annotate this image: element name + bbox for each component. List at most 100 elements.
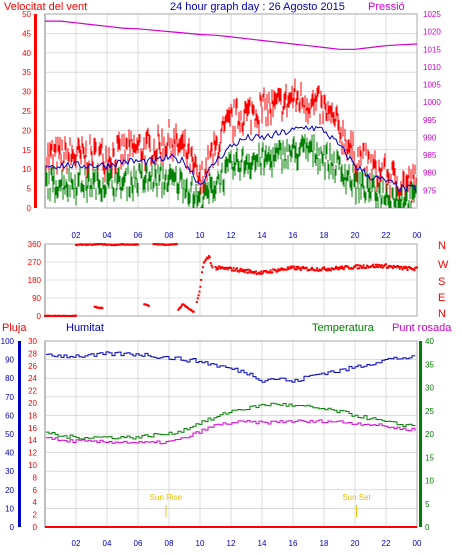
humidity-line — [46, 351, 416, 383]
direction-mark — [180, 304, 183, 307]
pressure-y-tick-label: 1000 — [423, 98, 441, 107]
direction-mark — [246, 271, 249, 274]
wind-x-tick-label: 00 — [413, 231, 422, 240]
humidity-temperature-panel: 0102030405060708090100024681012141618202… — [1, 337, 435, 548]
wind-y-tick-label: 15 — [22, 146, 31, 155]
direction-mark — [203, 260, 206, 263]
wind-x-tick-label: 02 — [72, 231, 81, 240]
direction-mark — [299, 269, 302, 272]
direction-mark — [101, 307, 104, 310]
direction-mark — [334, 267, 337, 270]
temperature-axis-bar — [419, 341, 422, 527]
direction-mark — [362, 264, 365, 267]
direction-mark — [208, 256, 211, 259]
direction-mark — [294, 268, 297, 271]
direction-mark — [201, 271, 204, 274]
direction-mark — [397, 265, 400, 268]
direction-mark — [199, 285, 202, 288]
direction-mark — [328, 267, 331, 270]
direction-mark — [205, 257, 208, 260]
humidity-y-tick-label: 30 — [5, 467, 14, 476]
temperature-line — [46, 402, 416, 440]
temperature-y-tick-label: 10 — [425, 477, 434, 486]
humidity-y-tick-label: 90 — [5, 356, 14, 365]
wind-x-tick-label: 16 — [289, 231, 298, 240]
pressure-y-tick-label: 1005 — [423, 81, 441, 90]
direction-mark — [210, 264, 213, 267]
rain-y-tick-label: 28 — [28, 349, 37, 358]
direction-mark — [179, 306, 182, 309]
direction-mark — [381, 266, 384, 269]
direction-mark — [373, 266, 376, 269]
rain-y-tick-label: 30 — [28, 337, 37, 346]
wind-y-tick-label: 35 — [22, 68, 31, 77]
wind-x-tick-label: 12 — [227, 231, 236, 240]
direction-mark — [280, 267, 283, 270]
direction-mark — [230, 267, 232, 270]
direction-mark — [286, 266, 289, 269]
wind-y-tick-label: 20 — [22, 126, 31, 135]
direction-mark — [376, 263, 379, 266]
direction-mark — [241, 268, 244, 271]
direction-mark — [375, 265, 378, 268]
direction-y-tick-label: 270 — [28, 258, 42, 267]
climate-x-tick-label: 02 — [72, 539, 81, 548]
direction-mark — [386, 266, 389, 269]
direction-mark — [305, 266, 308, 269]
direction-mark — [243, 271, 246, 274]
direction-mark — [358, 267, 361, 270]
direction-mark — [298, 267, 301, 270]
pressure-y-tick-label: 1015 — [423, 45, 441, 54]
direction-mark — [288, 267, 291, 270]
direction-mark — [274, 269, 277, 272]
direction-mark — [336, 266, 339, 269]
wind-x-tick-label: 10 — [196, 231, 205, 240]
direction-mark — [290, 267, 293, 270]
rain-y-tick-label: 26 — [28, 362, 37, 371]
compass-label-n-top: N — [438, 240, 446, 252]
climate-x-tick-label: 06 — [134, 539, 143, 548]
humidity-y-tick-label: 70 — [5, 393, 14, 402]
direction-mark — [239, 267, 242, 270]
direction-mark — [340, 267, 343, 270]
rain-y-tick-label: 20 — [28, 399, 37, 408]
direction-mark — [409, 266, 412, 269]
pressure-y-tick-label: 995 — [423, 116, 437, 125]
direction-mark — [412, 268, 415, 271]
humidity-y-tick-label: 0 — [10, 523, 15, 532]
direction-mark — [391, 265, 394, 268]
direction-mark — [269, 269, 272, 272]
humidity-y-tick-label: 50 — [5, 430, 14, 439]
rain-y-tick-label: 22 — [28, 387, 37, 396]
direction-mark — [366, 265, 369, 268]
direction-mark — [326, 267, 329, 270]
direction-mark — [265, 269, 268, 272]
direction-mark — [237, 270, 240, 273]
direction-mark — [372, 263, 375, 266]
direction-mark — [271, 271, 274, 274]
temperature-y-tick-label: 25 — [425, 407, 434, 416]
sunset-label: Sun Set — [342, 493, 371, 502]
direction-mark — [231, 269, 234, 272]
temperature-label: Temperatura — [312, 322, 375, 334]
direction-mark — [385, 263, 387, 266]
direction-mark — [268, 271, 271, 274]
direction-mark — [413, 269, 416, 272]
direction-mark — [374, 263, 377, 266]
direction-mark — [347, 265, 350, 268]
wind-speed-label: Velocitat del vent — [4, 1, 87, 13]
rain-y-tick-label: 18 — [28, 411, 37, 420]
climate-x-tick-label: 16 — [289, 539, 298, 548]
direction-mark — [225, 266, 228, 269]
wind-y-tick-label: 0 — [27, 204, 32, 213]
direction-mark — [200, 278, 203, 281]
humidity-label: Humitat — [66, 322, 104, 334]
climate-x-tick-label: 10 — [196, 539, 205, 548]
direction-mark — [371, 264, 374, 267]
direction-mark — [377, 266, 380, 269]
direction-mark — [234, 269, 237, 272]
direction-mark — [75, 314, 77, 317]
humidity-y-tick-label: 40 — [5, 449, 14, 458]
direction-mark — [337, 268, 340, 271]
